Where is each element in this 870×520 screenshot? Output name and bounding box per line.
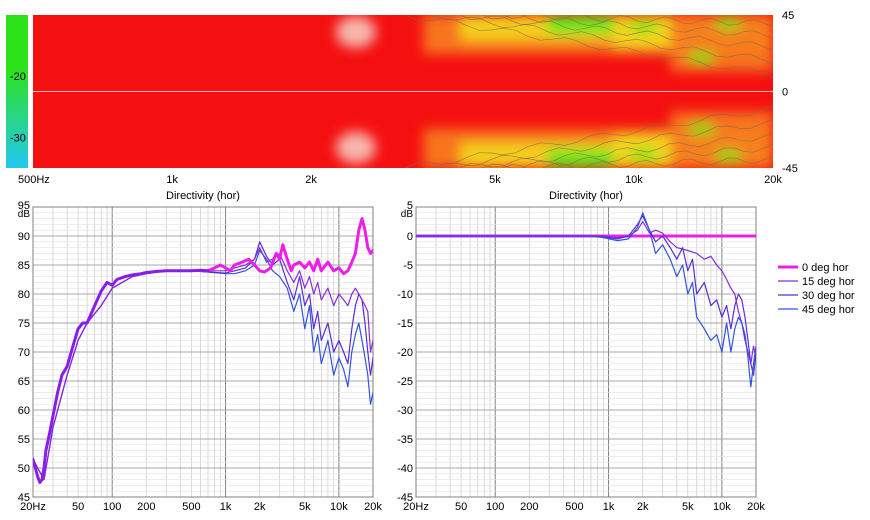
- heatmap-patch: [714, 150, 743, 163]
- colorbar-tick: -20: [10, 71, 26, 83]
- x-tick-label: 50: [72, 501, 84, 513]
- heatmap-hotspot: [335, 131, 376, 164]
- heatmap-y-tick: 0: [782, 87, 788, 99]
- legend-label: 45 deg hor: [802, 304, 855, 316]
- x-tick-label: 20Hz: [20, 501, 46, 513]
- x-tick-label: 100: [103, 501, 121, 513]
- heatmap-x-tick: 10k: [625, 174, 643, 186]
- series-group: [416, 212, 756, 388]
- legend-label: 30 deg hor: [802, 290, 855, 302]
- x-tick-label: 2k: [637, 501, 649, 513]
- heatmap-y-tick: 45: [782, 10, 794, 22]
- chart-title: Directivity (hor): [549, 190, 623, 202]
- heatmap-x-tick: 20k: [764, 174, 782, 186]
- heatmap-x-tick: 5k: [489, 174, 501, 186]
- x-tick-label: 1k: [220, 501, 232, 513]
- y-tick-label: 60: [18, 405, 30, 417]
- x-tick-label: 5k: [682, 501, 694, 513]
- y-tick-label: -45: [397, 492, 413, 504]
- y-tick-label: 70: [18, 347, 30, 359]
- heatmap-hotspot: [335, 16, 376, 48]
- heatmap-contour: [502, 15, 773, 28]
- x-tick-label: 200: [520, 501, 538, 513]
- heatmap-patch: [714, 17, 743, 30]
- y-tick-label: -15: [397, 318, 413, 330]
- heatmap-x-tick: 1k: [166, 174, 178, 186]
- y-tick-label: 65: [18, 376, 30, 388]
- y-tick-label: -30: [397, 405, 413, 417]
- colorbar-tick: -30: [10, 132, 26, 144]
- heatmap-contour: [482, 143, 773, 168]
- x-tick-label: 100: [486, 501, 504, 513]
- heatmap-contour: [405, 15, 773, 79]
- y-tick-label: 90: [18, 231, 30, 243]
- heatmap-contour: [502, 155, 773, 168]
- series-line: [416, 215, 756, 376]
- series-line: [206, 217, 373, 276]
- legend: 0 deg hor 15 deg hor 30 deg hor 45 deg hor: [778, 262, 855, 316]
- y-tick-label: 85: [18, 260, 30, 272]
- heatmap-contour: [459, 132, 773, 168]
- heatmap-x-tick: 2k: [305, 174, 317, 186]
- legend-label: 15 deg hor: [802, 276, 855, 288]
- x-tick-label: 50: [455, 501, 467, 513]
- x-tick-label: 20Hz: [403, 501, 429, 513]
- colorbar-strip: [6, 15, 28, 168]
- series-line: [33, 247, 373, 481]
- directivity-normalized-chart: Directivity (hor)dB50-5-10-15-20-25-30-3…: [397, 190, 765, 513]
- heatmap-contour: [434, 118, 773, 168]
- y-tick-label: 50: [18, 463, 30, 475]
- x-tick-label: 500: [182, 501, 200, 513]
- x-tick-label: 500: [565, 501, 583, 513]
- series-line: [33, 268, 210, 484]
- heatmap-contour: [459, 15, 773, 51]
- x-tick-label: 20k: [747, 501, 765, 513]
- heatmap-contour: [482, 15, 773, 40]
- y-tick-label: -10: [397, 289, 413, 301]
- heatmap-x-tick: 500Hz: [18, 174, 50, 186]
- x-tick-label: 2k: [254, 501, 266, 513]
- y-tick-label: 95: [18, 200, 30, 212]
- y-tick-label: -35: [397, 434, 413, 446]
- x-tick-label: 1k: [603, 501, 615, 513]
- y-axis-label: dB: [18, 209, 31, 220]
- colorbar: -20 -30: [6, 15, 28, 168]
- heatmap-panel: 500Hz 1k 2k 5k 10k 20k 45 0 -45: [18, 10, 798, 186]
- y-tick-label: -40: [397, 463, 413, 475]
- heatmap-contour: [434, 15, 773, 65]
- y-tick-label: 5: [407, 200, 413, 212]
- heatmap-patch: [687, 51, 716, 64]
- y-tick-label: 75: [18, 318, 30, 330]
- x-tick-label: 20k: [364, 501, 382, 513]
- plot-frame: [32, 206, 374, 498]
- x-tick-label: 200: [137, 501, 155, 513]
- legend-label: 0 deg hor: [802, 262, 849, 274]
- y-tick-label: 0: [407, 231, 413, 243]
- y-tick-label: -20: [397, 347, 413, 359]
- x-tick-label: 10k: [330, 501, 348, 513]
- series-line: [416, 212, 756, 388]
- y-tick-label: 55: [18, 434, 30, 446]
- x-tick-label: 10k: [713, 501, 731, 513]
- heatmap-contour: [405, 104, 773, 168]
- x-tick-label: 5k: [299, 501, 311, 513]
- y-tick-label: 80: [18, 289, 30, 301]
- heatmap-patch: [687, 122, 716, 135]
- y-tick-label: -25: [397, 376, 413, 388]
- heatmap-y-tick: -45: [782, 163, 798, 175]
- y-tick-label: 45: [18, 492, 30, 504]
- y-tick-label: -5: [403, 260, 413, 272]
- chart-title: Directivity (hor): [166, 190, 240, 202]
- series-group: [33, 217, 373, 484]
- y-axis-label: dB: [401, 209, 414, 220]
